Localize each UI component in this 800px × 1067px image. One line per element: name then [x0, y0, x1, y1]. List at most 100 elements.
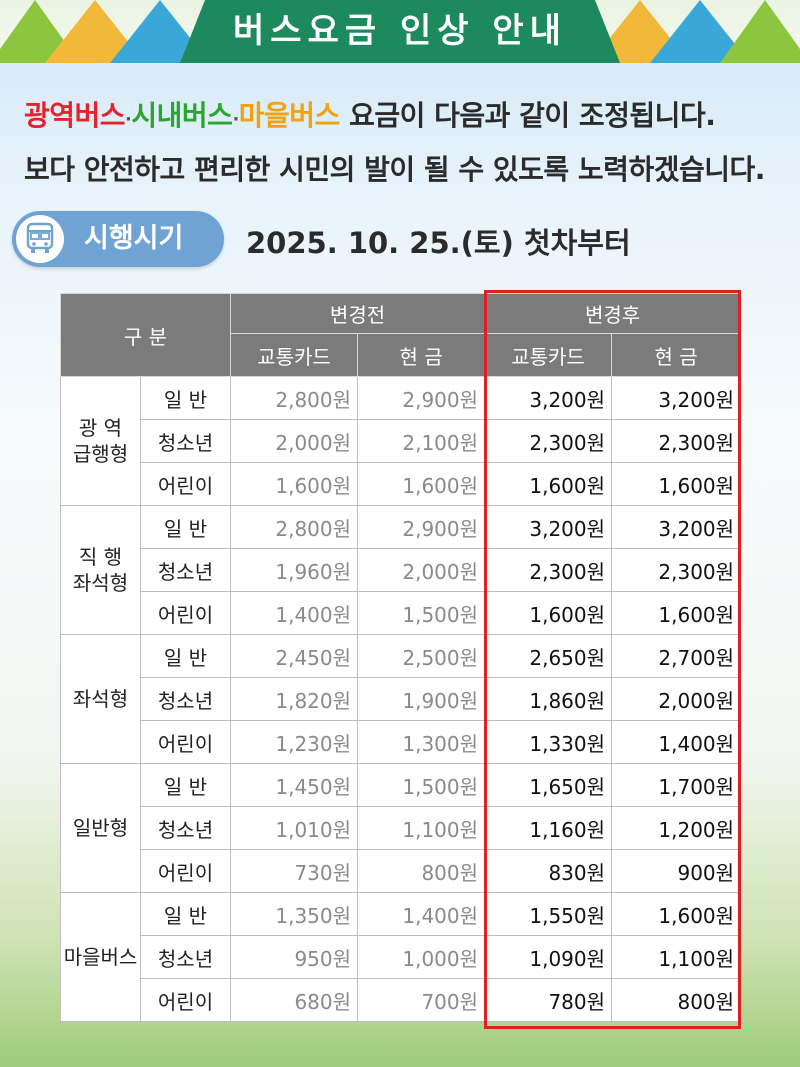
after-card-fare: 830원 — [484, 849, 613, 893]
after-card-fare: 1,550원 — [484, 892, 613, 936]
passenger-type-cell: 어린이 — [139, 720, 232, 764]
effective-label: 시행시기 — [84, 223, 184, 254]
before-cash-fare: 2,500원 — [357, 634, 486, 678]
title-banner: 버스요금 인상 안내 — [0, 0, 800, 63]
before-cash-fare: 2,900원 — [357, 376, 486, 420]
header-after-card: 교통카드 — [484, 333, 613, 377]
notice-separator: · — [232, 109, 239, 130]
notice-line-1: 광역버스·시내버스·마을버스 요금이 다음과 같이 조정됩니다. — [24, 94, 784, 134]
before-card-fare: 680원 — [230, 978, 359, 1022]
header-category: 구 분 — [59, 293, 232, 377]
passenger-type-cell: 어린이 — [139, 462, 232, 506]
header-after: 변경후 — [484, 293, 742, 334]
after-cash-fare: 1,700원 — [611, 763, 742, 807]
passenger-type-cell: 일 반 — [139, 634, 232, 678]
header-before: 변경전 — [230, 293, 486, 334]
before-card-fare: 1,400원 — [230, 591, 359, 635]
header-after-cash: 현 금 — [611, 333, 742, 377]
after-cash-fare: 1,100원 — [611, 935, 742, 979]
table-row: 어린이 1,600원 1,600원 1,600원 1,600원 — [61, 462, 742, 506]
before-cash-fare: 1,000원 — [357, 935, 486, 979]
passenger-type-cell: 일 반 — [139, 763, 232, 807]
after-cash-fare: 1,200원 — [611, 806, 742, 850]
before-card-fare: 1,450원 — [230, 763, 359, 807]
table-row: 일반형 일 반 1,450원 1,500원 1,650원 1,700원 — [60, 763, 742, 893]
after-card-fare: 1,600원 — [484, 462, 613, 506]
after-cash-fare: 2,300원 — [611, 419, 742, 463]
after-cash-fare: 1,400원 — [611, 720, 742, 764]
after-cash-fare: 2,300원 — [611, 548, 742, 592]
after-card-fare: 780원 — [484, 978, 613, 1022]
passenger-type-cell: 어린이 — [139, 591, 232, 635]
effective-date: 2025. 10. 25.(토) 첫차부터 — [246, 226, 631, 260]
table-row: 어린이 1,230원 1,300원 1,330원 1,400원 — [61, 720, 742, 764]
after-card-fare: 1,330원 — [484, 720, 613, 764]
notice-separator: · — [125, 109, 132, 130]
before-card-fare: 1,600원 — [230, 462, 359, 506]
after-card-fare: 2,300원 — [484, 548, 613, 592]
bus-type-cell: 일반형 — [60, 763, 141, 893]
before-cash-fare: 2,900원 — [357, 505, 486, 549]
after-card-fare: 1,160원 — [484, 806, 613, 850]
bus-type-cell: 직 행 좌석형 — [60, 505, 141, 635]
before-cash-fare: 1,600원 — [357, 462, 486, 506]
after-cash-fare: 3,200원 — [611, 505, 742, 549]
before-card-fare: 1,010원 — [230, 806, 359, 850]
after-card-fare: 3,200원 — [484, 505, 613, 549]
before-card-fare: 1,960원 — [230, 548, 359, 592]
before-card-fare: 2,800원 — [230, 376, 359, 420]
before-cash-fare: 1,400원 — [357, 892, 486, 936]
header-before-cash: 현 금 — [357, 333, 486, 377]
bus-type-label: 직 행 — [78, 545, 123, 569]
before-card-fare: 730원 — [230, 849, 359, 893]
after-cash-fare: 2,700원 — [611, 634, 742, 678]
before-cash-fare: 800원 — [357, 849, 486, 893]
before-card-fare: 950원 — [230, 935, 359, 979]
before-cash-fare: 700원 — [357, 978, 486, 1022]
passenger-type-cell: 청소년 — [139, 548, 232, 592]
before-cash-fare: 1,500원 — [357, 763, 486, 807]
table-row: 어린이 1,400원 1,500원 1,600원 1,600원 — [61, 591, 742, 635]
header-before-card: 교통카드 — [230, 333, 359, 377]
table-row: 마을버스 일 반 1,350원 1,400원 1,550원 1,600원 — [60, 892, 742, 1022]
passenger-type-cell: 어린이 — [139, 978, 232, 1022]
notice-line-2: 보다 안전하고 편리한 시민의 발이 될 수 있도록 노력하겠습니다. — [24, 153, 765, 186]
passenger-type-cell: 일 반 — [139, 505, 232, 549]
notice-metro-bus: 광역버스 — [24, 99, 126, 132]
bus-type-label: 광 역 — [78, 416, 123, 440]
bus-type-label: 급행형 — [72, 442, 129, 466]
passenger-type-cell: 청소년 — [139, 935, 232, 979]
passenger-type-cell: 일 반 — [139, 892, 232, 936]
fare-table-body: 광 역 급행형 일 반 2,800원 2,900원 3,200원 3,200원 청소년 2,00… — [60, 376, 742, 1022]
after-cash-fare: 1,600원 — [611, 892, 742, 936]
notice-city-bus: 시내버스 — [131, 99, 233, 132]
after-card-fare: 2,650원 — [484, 634, 613, 678]
passenger-type-cell: 일 반 — [139, 376, 232, 420]
after-cash-fare: 3,200원 — [611, 376, 742, 420]
bus-type-cell: 마을버스 — [60, 892, 141, 1022]
bus-type-label: 좌석형 — [72, 571, 129, 595]
bus-type-label: 마을버스 — [63, 945, 138, 969]
table-row: 청소년 1,010원 1,100원 1,160원 1,200원 — [61, 806, 742, 850]
passenger-type-cell: 청소년 — [139, 806, 232, 850]
before-card-fare: 1,350원 — [230, 892, 359, 936]
table-row: 광 역 급행형 일 반 2,800원 2,900원 3,200원 3,200원 — [60, 376, 742, 506]
after-cash-fare: 1,600원 — [611, 591, 742, 635]
after-card-fare: 3,200원 — [484, 376, 613, 420]
passenger-type-cell: 어린이 — [139, 849, 232, 893]
table-row: 청소년 2,000원 2,100원 2,300원 2,300원 — [61, 419, 742, 463]
bus-type-cell: 좌석형 — [60, 634, 141, 764]
bus-type-label: 일반형 — [72, 816, 129, 840]
passenger-type-cell: 청소년 — [139, 677, 232, 721]
after-cash-fare: 1,600원 — [611, 462, 742, 506]
before-card-fare: 1,820원 — [230, 677, 359, 721]
table-row: 좌석형 일 반 2,450원 2,500원 2,650원 2,700원 — [60, 634, 742, 764]
notice-village-bus: 마을버스 — [238, 99, 341, 132]
table-row: 청소년 1,960원 2,000원 2,300원 2,300원 — [61, 548, 742, 592]
bus-icon — [16, 215, 64, 263]
table-row: 청소년 950원 1,000원 1,090원 1,100원 — [61, 935, 742, 979]
before-cash-fare: 1,300원 — [357, 720, 486, 764]
before-cash-fare: 1,500원 — [357, 591, 486, 635]
before-card-fare: 2,000원 — [230, 419, 359, 463]
